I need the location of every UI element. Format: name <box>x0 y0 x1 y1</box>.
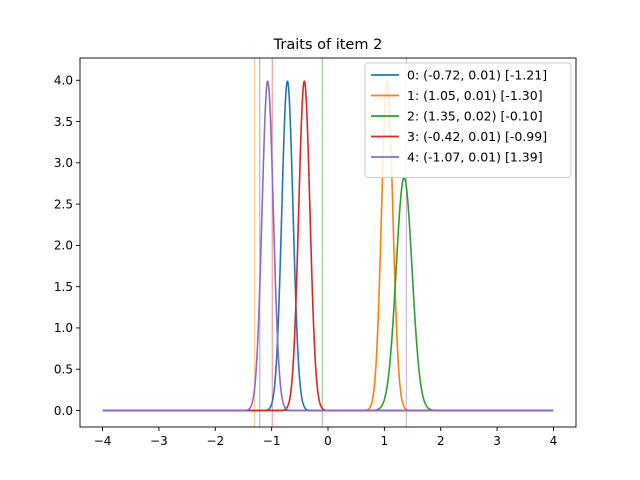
legend-label-1: 1: (1.05, 0.01) [-1.30] <box>407 88 543 103</box>
x-tick-label: 1 <box>381 434 389 448</box>
y-tick-label: 0.0 <box>54 404 73 418</box>
legend-label-0: 0: (-0.72, 0.01) [-1.21] <box>407 68 547 83</box>
series-curve-4 <box>102 80 554 412</box>
y-tick-label: 4.0 <box>54 74 73 88</box>
y-tick-label: 2.5 <box>54 197 73 211</box>
y-axis: 0.0 0.5 1.0 1.5 2.0 2.5 3.0 3.5 4.0 <box>54 74 80 418</box>
legend-label-2: 2: (1.35, 0.02) [-0.10] <box>407 109 543 124</box>
y-tick-label: 1.5 <box>54 280 73 294</box>
legend-box <box>364 62 572 178</box>
x-tick-label: −2 <box>206 434 224 448</box>
x-tick-label: −3 <box>150 434 168 448</box>
x-tick-label: 4 <box>550 434 558 448</box>
x-tick-label: 2 <box>437 434 445 448</box>
x-axis: −4 −3 −2 −1 0 1 2 3 4 <box>94 427 558 448</box>
x-tick-label: −4 <box>94 434 112 448</box>
y-tick-label: 0.5 <box>54 363 73 377</box>
chart-title: Traits of item 2 <box>273 37 383 53</box>
y-tick-label: 2.0 <box>54 239 73 253</box>
legend: 0: (-0.72, 0.01) [-1.21] 1: (1.05, 0.01) … <box>364 62 572 178</box>
y-tick-label: 1.0 <box>54 321 73 335</box>
y-tick-label: 3.0 <box>54 156 73 170</box>
x-tick-label: 0 <box>324 434 332 448</box>
y-tick-label: 3.5 <box>54 115 73 129</box>
series-curves <box>102 80 554 412</box>
x-tick-label: −1 <box>263 434 281 448</box>
x-tick-label: 3 <box>493 434 501 448</box>
marker-lines <box>254 58 407 427</box>
legend-label-4: 4: (-1.07, 0.01) [1.39] <box>407 150 543 165</box>
legend-label-3: 3: (-0.42, 0.01) [-0.99] <box>407 129 547 144</box>
